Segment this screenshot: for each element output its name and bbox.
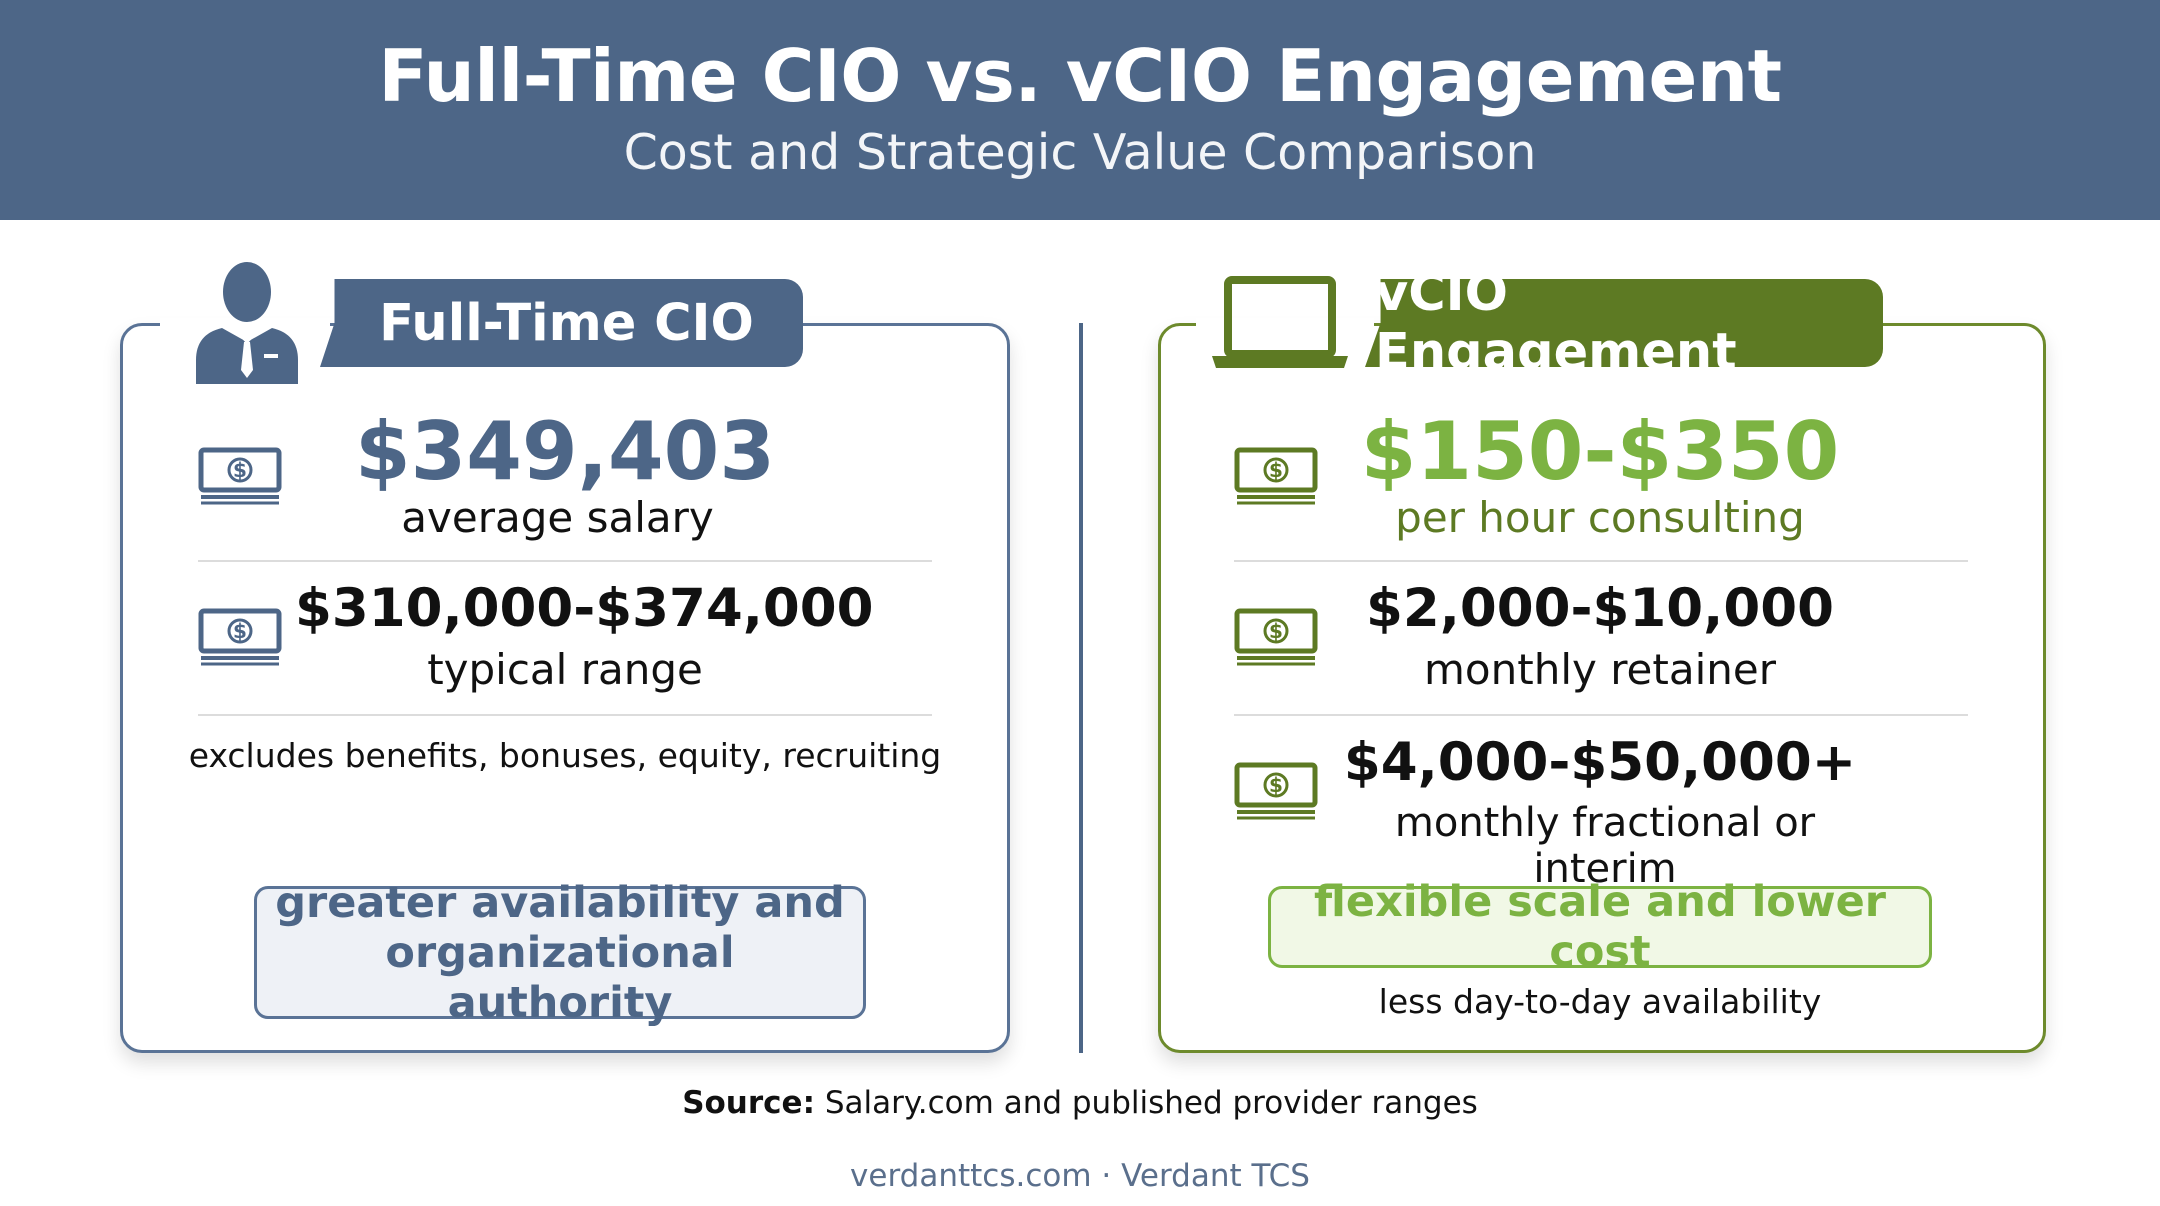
- divider-line: [1234, 560, 1968, 562]
- footer-credit: verdanttcs.com · Verdant TCS: [850, 1158, 1310, 1194]
- laptop-icon: [1212, 276, 1348, 368]
- center-divider: [1079, 323, 1083, 1053]
- svg-text:$: $: [233, 458, 247, 482]
- average-salary-label: average salary: [401, 493, 714, 542]
- monthly-retainer-label: monthly retainer: [1424, 645, 1776, 694]
- source-label: Source:: [682, 1085, 815, 1121]
- person-in-suit-icon: [196, 262, 298, 384]
- card-border-gap: [160, 318, 330, 332]
- page-title: Full-Time CIO vs. vCIO Engagement: [378, 34, 1782, 118]
- divider-line: [1234, 714, 1968, 716]
- money-icon: $: [1234, 762, 1318, 820]
- money-icon: $: [1234, 608, 1318, 666]
- typical-range-label: typical range: [427, 645, 703, 694]
- svg-text:$: $: [1269, 773, 1283, 797]
- svg-text:$: $: [1269, 619, 1283, 643]
- divider-line: [198, 714, 932, 716]
- fractional-label: monthly fractional or interim: [1394, 800, 1816, 892]
- vcio-engagement-tab: vCIO Engagement: [1365, 279, 1883, 367]
- money-icon: $: [198, 608, 282, 666]
- full-time-cio-tab: Full-Time CIO: [320, 279, 803, 367]
- exclusions-note: excludes benefits, bonuses, equity, recr…: [188, 736, 942, 775]
- header-banner: Full-Time CIO vs. vCIO Engagement Cost a…: [0, 0, 2160, 220]
- availability-note: less day-to-day availability: [1378, 982, 1822, 1021]
- svg-text:$: $: [1269, 458, 1283, 482]
- source-line: Source: Salary.com and published provide…: [0, 1085, 2160, 1121]
- svg-text:$: $: [233, 619, 247, 643]
- typical-range-value: $310,000-$374,000: [295, 578, 874, 639]
- availability-callout: greater availability and organizational …: [254, 878, 866, 1028]
- page-subtitle: Cost and Strategic Value Comparison: [623, 124, 1537, 181]
- average-salary-value: $349,403: [354, 405, 776, 498]
- flexible-scale-callout: flexible scale and lower cost: [1268, 877, 1932, 977]
- money-icon: $: [198, 447, 282, 505]
- fractional-value: $4,000-$50,000+: [1343, 732, 1857, 793]
- divider-line: [198, 560, 932, 562]
- source-text: Salary.com and published provider ranges: [814, 1085, 1478, 1121]
- money-icon: $: [1234, 447, 1318, 505]
- hourly-rate-label: per hour consulting: [1395, 493, 1805, 542]
- hourly-rate-value: $150-$350: [1360, 405, 1840, 498]
- monthly-retainer-value: $2,000-$10,000: [1366, 578, 1834, 639]
